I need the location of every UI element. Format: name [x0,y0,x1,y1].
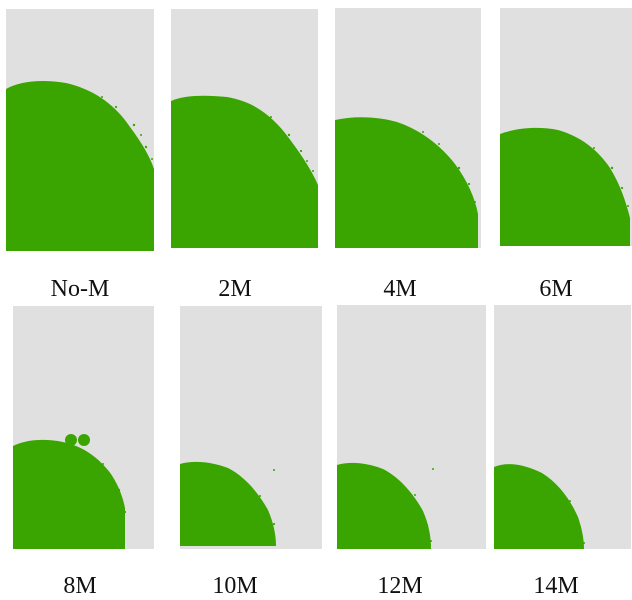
tumor-mass [13,439,125,549]
edge-specks [270,116,314,172]
panel-label: 2M [218,276,252,302]
panel-label: 14M [533,573,579,599]
edge-specks [414,468,434,542]
panel-label: 6M [539,276,573,302]
growth-image [171,9,318,248]
simulation-panel-6m [500,8,632,246]
simulation-panel-14m [494,305,631,549]
simulation-panel-4m [335,8,481,248]
panel-label: 10M [212,573,258,599]
panel-label: 12M [377,573,423,599]
edge-specks [422,131,476,203]
growth-image [337,305,486,549]
growth-image [13,306,154,549]
growth-image [494,305,631,549]
tumor-nodule [78,434,90,446]
tumor-mass [494,464,584,549]
tumor-mass [6,81,154,251]
panel-label: 4M [383,276,417,302]
edge-specks [259,469,276,541]
tumor-mass [500,127,630,246]
simulation-panel-no-m [6,9,154,251]
tumor-nodule [65,434,77,446]
panel-label: 8M [63,573,97,599]
edge-specks [102,463,127,535]
simulation-panel-12m [337,305,486,549]
simulation-panel-8m [13,306,154,549]
growth-image [180,306,322,549]
tumor-mass [337,462,431,549]
panel-label: No-M [50,276,110,302]
tumor-mass [335,117,478,248]
growth-image [500,8,632,246]
growth-image [335,8,481,248]
simulation-panel-10m [180,306,322,549]
edge-specks [593,147,629,231]
edge-specks [101,96,153,160]
tumor-mass [171,95,318,248]
tumor-mass [180,461,276,546]
growth-image [6,9,154,251]
simulation-panel-2m [171,9,318,248]
edge-specks [569,500,585,544]
